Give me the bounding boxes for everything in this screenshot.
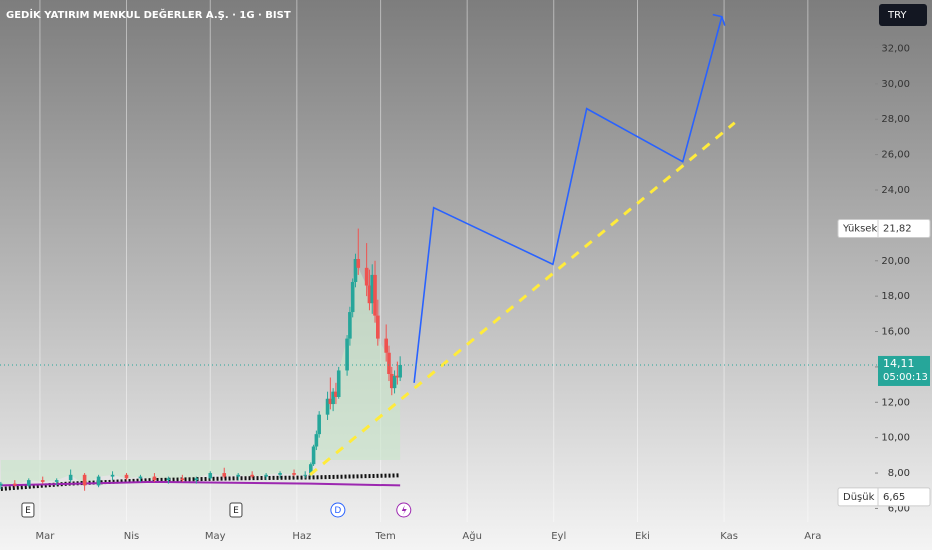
candle-body	[110, 474, 115, 477]
chart-title: GEDİK YATIRIM MENKUL DEĞERLER A.Ş. · 1G …	[6, 7, 291, 21]
y-tick-label: 24,00	[881, 185, 910, 196]
candle-body	[389, 373, 394, 389]
lightning-icon	[401, 505, 407, 515]
x-tick-label: May	[205, 531, 226, 542]
y-tick-label: 16,00	[881, 327, 910, 338]
currency-box	[879, 4, 927, 26]
x-tick-label: Eki	[635, 531, 650, 542]
candle-body	[68, 474, 73, 481]
candle-body	[373, 274, 377, 316]
candle-body	[392, 375, 397, 389]
candle-body	[370, 274, 375, 304]
y-tick-label: 26,00	[881, 150, 910, 161]
candle-body	[250, 474, 254, 477]
candle-body	[208, 473, 213, 479]
candle-body	[336, 370, 341, 397]
candle-body	[194, 478, 199, 481]
candle-body	[356, 258, 361, 268]
currency: TRY	[887, 10, 907, 21]
candle-body	[54, 480, 59, 482]
x-tick-label: Haz	[292, 531, 311, 542]
candle-body	[334, 391, 338, 397]
event-marker	[21, 502, 35, 518]
candle-body	[236, 474, 240, 477]
x-tick-label: Tem	[374, 531, 395, 542]
candle-body	[395, 375, 400, 378]
low-label-value: 6,65	[883, 492, 905, 503]
trend-drawing	[413, 16, 723, 383]
candle-body	[166, 478, 171, 481]
candle-body	[364, 267, 369, 286]
candle-body	[345, 338, 349, 371]
candle-body	[26, 480, 31, 486]
candle-body	[264, 474, 268, 477]
countdown: 05:00:13	[883, 372, 928, 383]
candle-body	[152, 476, 157, 481]
trend-drawing	[308, 121, 736, 476]
candle-body	[138, 476, 143, 479]
y-tick-label: 30,00	[881, 79, 910, 90]
candle-body	[40, 480, 45, 482]
candle-body	[331, 391, 335, 405]
candle-body	[325, 398, 330, 415]
event-marker	[330, 502, 346, 518]
y-tick-label: 8,00	[888, 468, 910, 479]
candle-body	[348, 312, 352, 339]
event-label: D	[334, 506, 341, 516]
event-label: E	[233, 506, 239, 516]
event-marker	[229, 502, 243, 518]
x-tick-label: Ara	[804, 531, 821, 542]
x-tick-label: Eyl	[551, 531, 566, 542]
moving-average	[0, 480, 401, 487]
candle-body	[180, 478, 185, 481]
x-tick-label: Nis	[124, 531, 139, 542]
candle-body	[317, 414, 321, 435]
candle-body	[398, 364, 402, 378]
candle-body	[328, 398, 333, 405]
price-value: 14,11	[883, 357, 915, 370]
candle-body	[278, 473, 282, 475]
price-tag	[878, 355, 930, 386]
candle-body	[387, 352, 391, 374]
y-tick-label: 6,00	[888, 503, 910, 514]
y-tick-label: 20,00	[881, 256, 910, 267]
candle-body	[308, 464, 313, 475]
low-label-box	[837, 487, 931, 507]
candle-body	[303, 474, 308, 476]
high-label-value: 21,82	[883, 224, 912, 235]
high-label-name: Yüksek	[842, 224, 877, 235]
candle-body	[0, 483, 3, 486]
candle-body	[124, 474, 129, 479]
event-label: E	[25, 506, 31, 516]
candle-body	[311, 446, 316, 465]
candle-body	[222, 473, 227, 477]
x-tick-label: Kas	[720, 531, 738, 542]
candle-body	[350, 281, 355, 313]
candle-body	[12, 483, 17, 486]
y-tick-label: 10,00	[881, 433, 910, 444]
y-tick-label: 12,00	[881, 397, 910, 408]
candle-body	[292, 473, 296, 475]
x-tick-label: Mar	[35, 531, 55, 542]
low-label-name: Düşük	[843, 492, 875, 503]
candle-body	[96, 476, 101, 486]
high-label-box	[837, 219, 931, 239]
candle-body	[82, 474, 87, 486]
candle-body	[376, 315, 380, 339]
arrow-head	[712, 13, 726, 26]
candle-body	[367, 285, 372, 304]
candle-body	[353, 258, 358, 282]
candle-body	[314, 434, 319, 447]
candle-body	[384, 338, 388, 353]
x-tick-label: Ağu	[462, 530, 482, 542]
y-tick-label: 32,00	[881, 43, 910, 54]
price-area	[0, 258, 401, 486]
y-tick-label: 28,00	[881, 114, 910, 125]
y-tick-label: 18,00	[881, 291, 910, 302]
